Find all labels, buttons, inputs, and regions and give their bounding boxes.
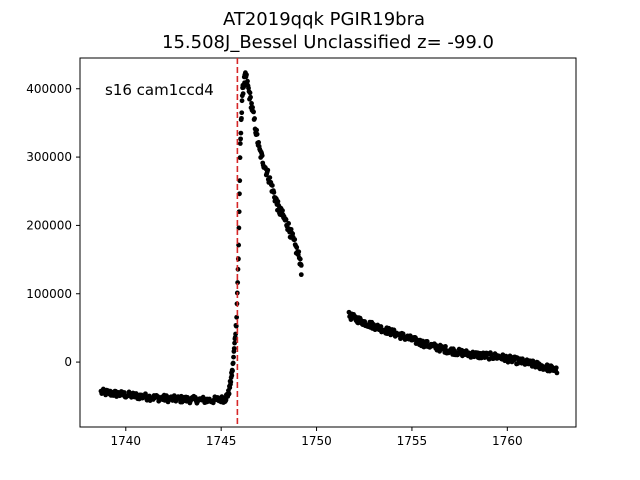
y-axis: 0 100000 200000 300000 400000 <box>26 82 80 369</box>
data-point <box>232 340 237 346</box>
data-point <box>237 178 243 184</box>
data-point <box>297 256 303 262</box>
data-point <box>238 130 244 136</box>
data-point <box>230 360 236 366</box>
data-point <box>298 272 304 278</box>
data-point <box>143 391 148 397</box>
data-point <box>443 344 448 349</box>
plot-area: 1740 1745 1750 1755 1760 0 100000 200000 300000… <box>26 57 577 448</box>
data-point <box>553 365 559 371</box>
data-point <box>267 175 273 181</box>
data-point <box>239 115 244 121</box>
data-point <box>256 140 262 145</box>
data-point <box>226 391 232 397</box>
y-tick-label: 0 <box>64 355 72 369</box>
data-point <box>231 354 236 360</box>
data-point <box>235 280 241 285</box>
data-point <box>378 324 384 329</box>
data-point <box>259 153 265 159</box>
ccd-annotation: s16 cam1ccd4 <box>105 81 214 99</box>
data-point <box>283 217 289 223</box>
data-point <box>237 141 243 146</box>
data-point <box>252 116 257 121</box>
data-point <box>239 98 245 104</box>
data-point <box>280 208 285 213</box>
x-tick-label: 1745 <box>206 434 237 448</box>
data-point <box>237 155 243 161</box>
data-point <box>231 346 237 351</box>
data-point <box>245 78 250 84</box>
data-point <box>234 314 240 320</box>
y-tick-label: 400000 <box>26 82 72 96</box>
data-point <box>254 127 260 133</box>
data-point <box>294 244 300 250</box>
data-point <box>237 191 242 197</box>
data-point <box>249 101 254 106</box>
data-point <box>239 110 245 116</box>
chart-title-line2: 15.508J_Bessel Unclassified z= -99.0 <box>162 32 494 53</box>
data-point <box>296 249 302 255</box>
x-axis: 1740 1745 1750 1755 1760 <box>111 427 523 448</box>
y-tick-label: 200000 <box>26 218 72 232</box>
data-point <box>228 379 234 385</box>
chart-title-line1: AT2019qqk PGIR19bra <box>223 9 425 30</box>
data-points <box>98 70 560 406</box>
data-point <box>286 221 291 226</box>
data-point <box>230 368 235 374</box>
data-point <box>298 262 304 268</box>
y-tick-label: 300000 <box>26 150 72 164</box>
data-point <box>265 167 271 173</box>
x-tick-label: 1760 <box>492 434 523 448</box>
data-point <box>121 390 127 395</box>
data-point <box>240 91 246 97</box>
data-point <box>554 370 560 376</box>
data-point <box>271 190 277 195</box>
data-point <box>269 183 275 188</box>
data-point <box>292 237 298 242</box>
data-point <box>251 109 256 115</box>
data-point <box>248 94 253 100</box>
data-point <box>250 105 255 110</box>
data-point <box>254 131 260 137</box>
data-point <box>275 199 281 204</box>
data-point <box>424 339 430 344</box>
x-tick-label: 1740 <box>111 434 142 448</box>
data-point <box>247 90 253 96</box>
x-tick-label: 1755 <box>397 434 428 448</box>
x-tick-label: 1750 <box>301 434 332 448</box>
data-point <box>244 72 249 78</box>
y-tick-label: 100000 <box>26 287 72 301</box>
axes-frame <box>79 57 577 428</box>
data-point <box>238 136 244 142</box>
data-point <box>229 373 235 378</box>
